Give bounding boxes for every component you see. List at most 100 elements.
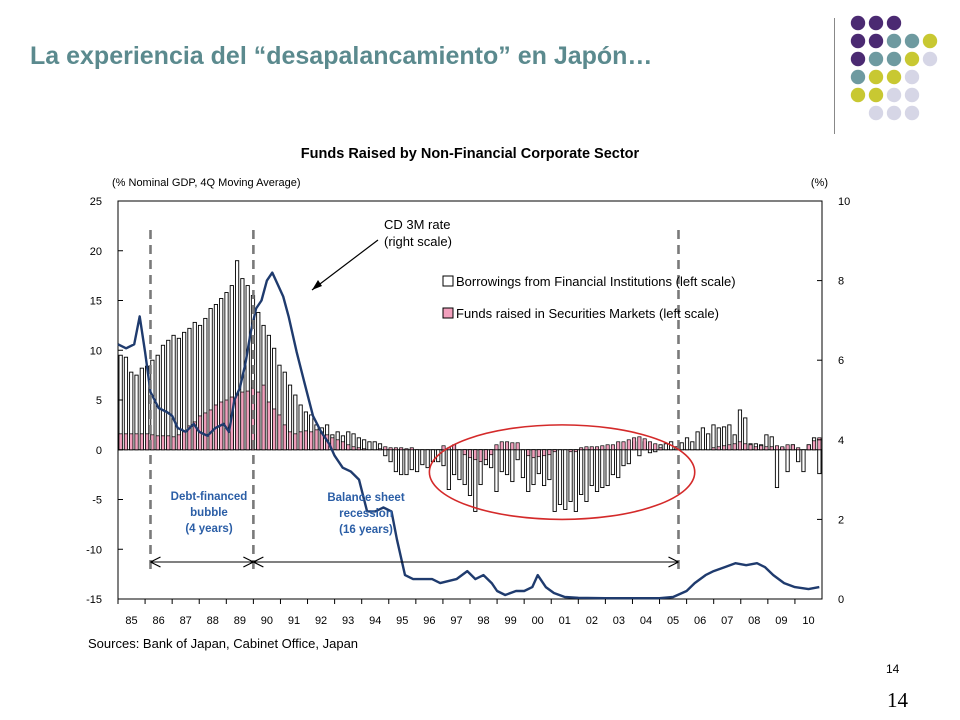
bar-borrowings (568, 449, 573, 502)
y-tick-label-left: 25 (90, 196, 102, 208)
bar-securities (494, 444, 499, 451)
bar-borrowings (801, 449, 806, 473)
bar-securities (256, 391, 261, 451)
bar-securities (743, 443, 748, 451)
bar-securities (568, 449, 573, 453)
bar-securities (145, 433, 150, 451)
bar-borrowings (372, 441, 377, 451)
y-tick-label-right: 10 (838, 196, 850, 208)
bar-securities (266, 401, 271, 451)
decorative-dot-grid (850, 15, 938, 121)
bar-borrowings (515, 449, 520, 461)
decor-dot (868, 51, 884, 67)
bar-borrowings (452, 449, 457, 476)
page-number-footer: 14 (887, 688, 908, 712)
x-tick-label: 06 (694, 615, 706, 627)
bubble-annotation-line2: bubble (190, 507, 228, 519)
bar-securities (499, 441, 504, 451)
bar-securities (510, 442, 515, 451)
bar-securities (129, 433, 134, 451)
bar-borrowings (425, 449, 430, 469)
x-tick-label: 99 (504, 615, 516, 627)
bar-securities (309, 431, 314, 451)
y-tick-label-left: 15 (90, 296, 102, 308)
bar-securities (182, 431, 187, 451)
bar-securities (245, 390, 250, 451)
bar-borrowings (362, 439, 367, 451)
bar-securities (388, 447, 393, 451)
bar-securities (335, 439, 340, 451)
bar-borrowings (420, 449, 425, 466)
x-tick-label: 86 (152, 615, 164, 627)
decor-dot (886, 15, 902, 31)
decor-dot (922, 51, 938, 67)
bar-borrowings (393, 449, 398, 473)
y-axis-left-label: (% Nominal GDP, 4Q Moving Average) (112, 177, 301, 189)
bar-securities (817, 437, 822, 451)
bar-securities (780, 446, 785, 451)
x-tick-label: 02 (586, 615, 598, 627)
bar-borrowings (552, 449, 557, 512)
bar-borrowings (637, 449, 642, 457)
bubble-annotation-line3: (4 years) (185, 523, 232, 535)
x-tick-label: 87 (180, 615, 192, 627)
y-tick-label-left: 0 (96, 445, 102, 457)
bar-securities (293, 433, 298, 451)
y-tick-label-left: 5 (96, 395, 102, 407)
bar-securities (658, 447, 663, 451)
annotations (149, 230, 696, 572)
legend-swatch-borrowings (442, 275, 454, 287)
bar-securities (600, 445, 605, 451)
decor-dot (850, 69, 866, 85)
arrow-head (150, 556, 161, 568)
y-tick-label-right: 2 (838, 514, 844, 526)
bars (118, 260, 822, 512)
bar-securities (806, 444, 811, 451)
bar-securities (584, 446, 589, 451)
bar-borrowings (494, 449, 499, 492)
legend-label-borrowings: Borrowings from Financial Institutions (… (456, 274, 736, 289)
decor-dot (904, 87, 920, 103)
bar-securities (515, 442, 520, 451)
bar-borrowings (563, 449, 568, 510)
bar-securities (605, 444, 610, 451)
bar-securities (362, 448, 367, 451)
bar-borrowings (176, 337, 181, 451)
bar-securities (790, 444, 795, 451)
y-tick-label-right: 6 (838, 355, 844, 367)
bar-borrowings (457, 449, 462, 481)
decor-dot (886, 69, 902, 85)
bar-borrowings (690, 441, 695, 451)
bar-borrowings (605, 449, 610, 487)
bar-securities (785, 444, 790, 451)
bar-securities (764, 446, 769, 451)
bar-securities (552, 449, 557, 453)
bar-borrowings (383, 449, 388, 457)
arrow-head (253, 556, 264, 568)
bar-securities (468, 449, 472, 459)
bar-securities (393, 447, 398, 451)
decor-dot (868, 105, 884, 121)
arrow-head (668, 556, 679, 568)
bar-borrowings (510, 449, 515, 483)
x-tick-label: 05 (667, 615, 679, 627)
bar-securities (383, 446, 388, 451)
bar-securities (166, 435, 171, 451)
bar-borrowings (774, 449, 780, 489)
bar-securities (261, 384, 266, 451)
y-tick-label-left: 10 (90, 345, 102, 357)
bar-securities (711, 447, 716, 451)
bar-borrowings (796, 449, 801, 463)
x-tick-label: 10 (802, 615, 814, 627)
x-tick-label: 88 (207, 615, 219, 627)
legend-label-securities: Funds raised in Securities Markets (left… (456, 306, 719, 321)
bar-borrowings (504, 449, 510, 476)
bar-securities (473, 449, 478, 461)
bar-borrowings (520, 449, 526, 479)
bar-securities (346, 444, 351, 451)
bar-securities (573, 449, 578, 453)
bar-securities (288, 431, 293, 451)
bar-securities (505, 441, 510, 451)
bar-securities (642, 438, 647, 451)
